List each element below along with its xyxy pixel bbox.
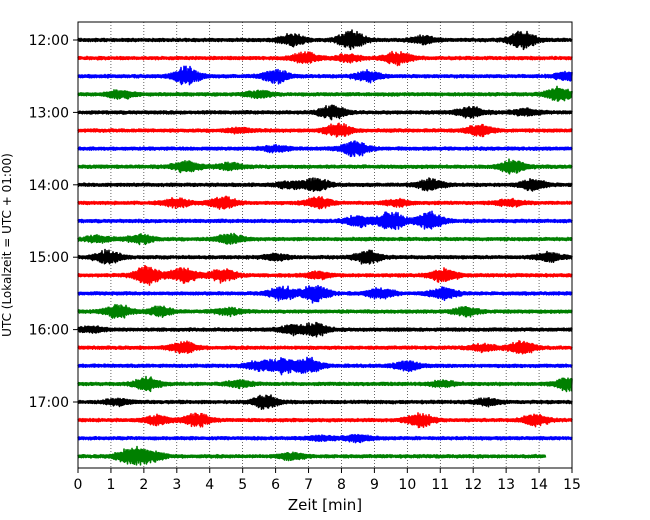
trace-1430: [77, 210, 573, 231]
trace-1200: [77, 29, 573, 51]
x-tick-label-4: 4: [205, 477, 214, 493]
trace-1500: [77, 248, 573, 265]
x-tick-label-14: 14: [530, 477, 548, 493]
y-tick-label-17:00: 17:00: [29, 395, 69, 411]
trace-1545: [77, 303, 573, 319]
trace-1730: [77, 433, 573, 444]
x-tick-label-15: 15: [563, 477, 581, 493]
y-tick-label-12:00: 12:00: [29, 33, 69, 49]
trace-1300: [77, 104, 573, 121]
x-axis-label: Zeit [min]: [288, 496, 362, 514]
trace-1315: [77, 122, 573, 138]
x-tick-label-13: 13: [497, 477, 515, 493]
trace-1630: [77, 356, 573, 376]
trace-1700: [77, 394, 573, 410]
y-axis-ticks: 12:00 13:00 14:00 15:00 16:00 17:00: [29, 33, 78, 411]
x-tick-label-8: 8: [337, 477, 346, 493]
trace-1330: [77, 140, 573, 158]
trace-1645: [77, 375, 573, 393]
trace-group: [77, 29, 573, 466]
x-tick-label-7: 7: [304, 477, 313, 493]
x-tick-label-10: 10: [398, 477, 416, 493]
x-tick-label-11: 11: [431, 477, 449, 493]
x-tick-label-2: 2: [139, 477, 148, 493]
x-tick-label-0: 0: [74, 477, 83, 493]
trace-1230: [77, 65, 573, 86]
trace-1745: [77, 445, 547, 466]
x-tick-label-12: 12: [464, 477, 482, 493]
plot-frame: [77, 21, 573, 469]
trace-1515: [77, 264, 573, 286]
x-tick-label-3: 3: [172, 477, 181, 493]
y-tick-label-13:00: 13:00: [29, 105, 69, 121]
trace-1530: [77, 284, 573, 304]
y-tick-label-14:00: 14:00: [29, 178, 69, 194]
x-tick-label-1: 1: [106, 477, 115, 493]
y-tick-label-15:00: 15:00: [29, 250, 69, 266]
y-tick-label-16:00: 16:00: [29, 323, 69, 339]
trace-1400: [77, 177, 573, 193]
trace-1415: [77, 195, 573, 210]
y-axis-label: UTC (Lokalzeit = UTC + 01:00): [0, 153, 14, 337]
trace-1600: [77, 321, 573, 338]
trace-1615: [77, 340, 573, 355]
x-tick-label-9: 9: [370, 477, 379, 493]
x-axis-ticks: 0 1 2 3 4 5 6 7 8 9 10 11 12 13 14 15: [74, 468, 581, 493]
trace-1445: [77, 232, 573, 246]
vertical-grid-lines: [110, 22, 540, 468]
x-tick-label-6: 6: [271, 477, 280, 493]
trace-1245: [77, 85, 573, 102]
x-tick-label-5: 5: [238, 477, 247, 493]
trace-1215: [77, 50, 573, 67]
trace-1345: [77, 158, 573, 175]
trace-1715: [77, 412, 573, 429]
